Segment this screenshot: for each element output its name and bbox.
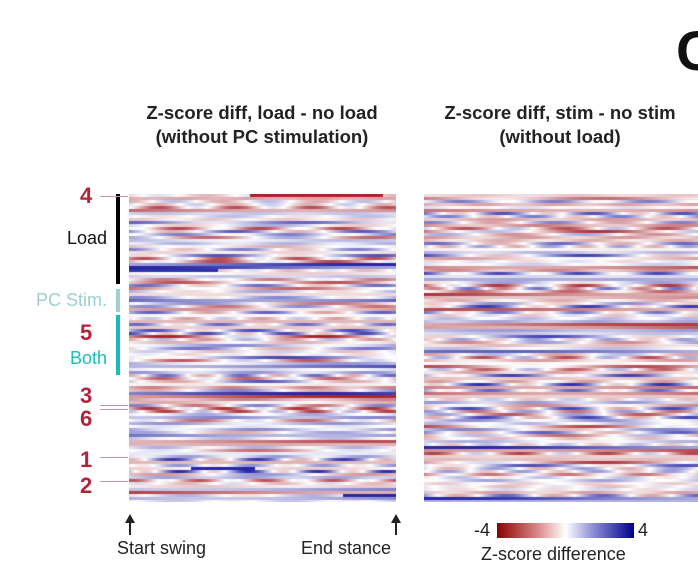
group-bar-pc-stim — [116, 289, 120, 312]
heatmap-left — [129, 194, 396, 502]
colorbar-title: Z-score difference — [481, 544, 626, 564]
row-tick-3 — [100, 405, 128, 406]
group-label-load: Load — [66, 228, 107, 248]
colorbar-max-label: 4 — [638, 520, 649, 540]
row-number-3: 3 — [80, 383, 93, 408]
heatmap-right-title: Z-score diff, stim - no stim (without lo… — [427, 101, 693, 149]
row-tick-2 — [100, 481, 128, 482]
row-number-5: 5 — [80, 320, 93, 345]
row-number-4: 4 — [80, 183, 93, 208]
group-label-both: Both — [69, 348, 107, 368]
x-start-label: Start swing — [117, 538, 207, 558]
heatmap-left-title-line2: (without PC stimulation) — [155, 126, 369, 147]
row-number-1: 1 — [80, 447, 93, 472]
heatmap-right-title-line1: Z-score diff, stim - no stim — [444, 102, 676, 123]
heatmap-left-title: Z-score diff, load - no load (without PC… — [146, 101, 377, 149]
heatmap-right-title-line2: (without load) — [499, 126, 621, 147]
colorbar — [497, 523, 634, 538]
row-number-6: 6 — [80, 406, 93, 431]
heatmap-right — [424, 194, 698, 502]
row-tick-1 — [100, 457, 128, 458]
group-label-pc-stim: PC Stim. — [35, 290, 107, 310]
end-stance-arrow — [391, 514, 401, 535]
group-bar-load — [116, 194, 120, 284]
row-number-2: 2 — [80, 473, 93, 498]
colorbar-min-label: -4 — [474, 520, 491, 540]
panel-letter: C — [676, 19, 698, 82]
heatmap-left-title-line1: Z-score diff, load - no load — [146, 102, 378, 123]
x-end-label: End stance — [301, 538, 392, 558]
start-swing-arrow — [125, 514, 135, 535]
group-bar-both — [116, 315, 120, 375]
row-tick-4 — [100, 196, 128, 197]
row-tick-6 — [100, 409, 128, 410]
